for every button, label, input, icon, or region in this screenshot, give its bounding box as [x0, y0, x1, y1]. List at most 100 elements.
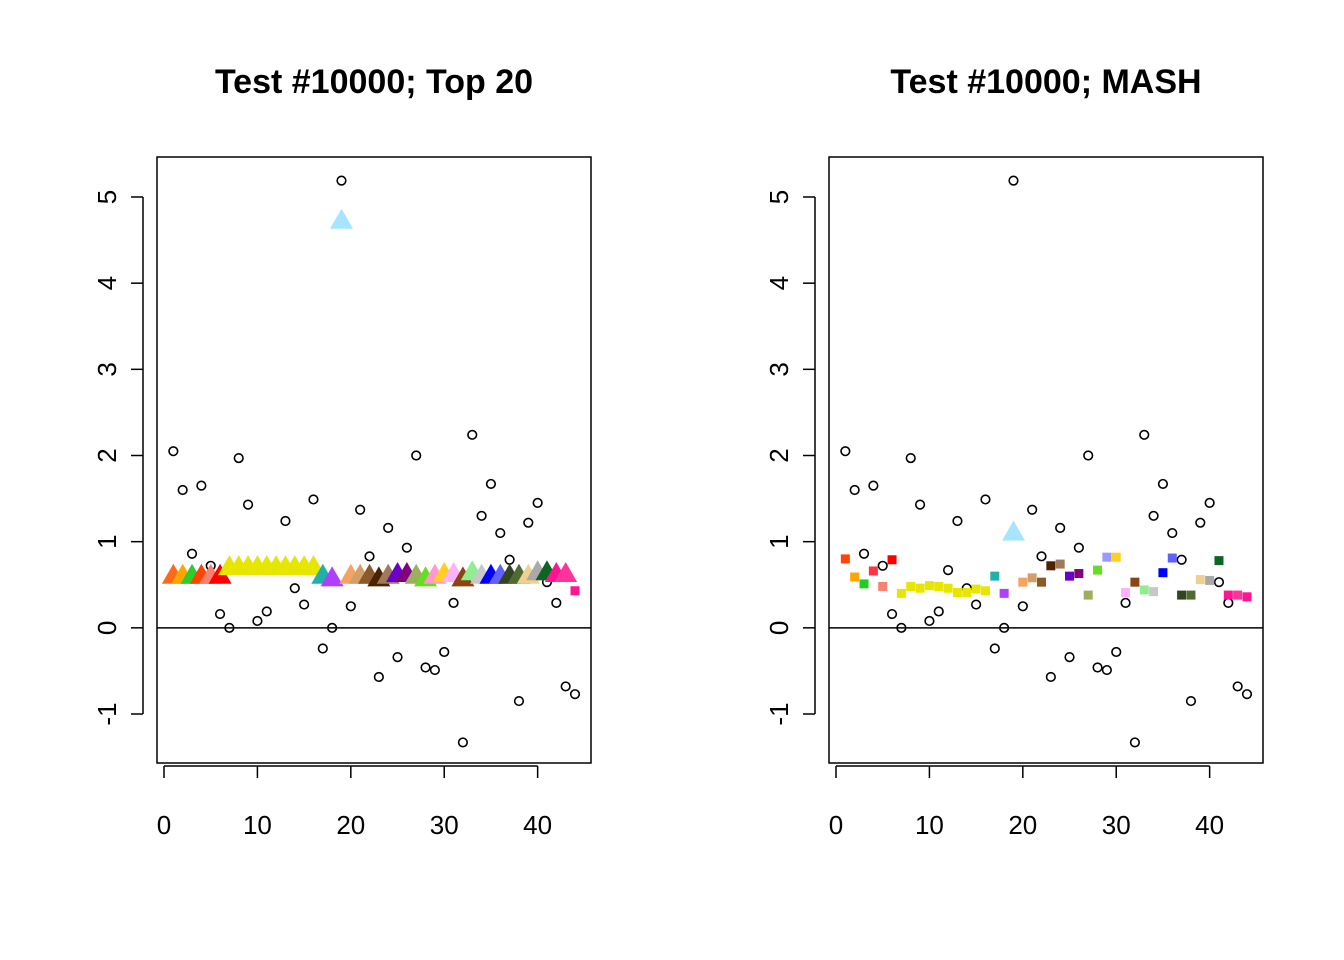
x-tick-label: 40 — [523, 810, 552, 840]
data-point-square — [1121, 588, 1131, 598]
data-point-triangle — [320, 566, 344, 587]
y-tick-label: 2 — [92, 448, 122, 462]
x-tick-label: 10 — [243, 810, 272, 840]
data-point-square — [1186, 590, 1196, 600]
data-point-circle — [177, 484, 188, 496]
data-point-square — [1177, 590, 1187, 600]
data-point-triangle — [1001, 520, 1025, 541]
data-point-circle — [513, 695, 525, 707]
data-point-square — [1205, 575, 1215, 585]
data-point-circle — [952, 515, 963, 527]
y-tick-label: 5 — [92, 190, 122, 204]
data-point-square — [1167, 553, 1177, 563]
data-point-circle — [476, 510, 487, 521]
data-point-circle — [1176, 554, 1187, 565]
data-point-circle — [448, 597, 459, 608]
y-tick-label: 0 — [92, 621, 122, 635]
data-point-circle — [942, 565, 954, 576]
data-point-circle — [196, 480, 207, 491]
data-point-circle — [1073, 542, 1084, 553]
data-point-circle — [1092, 662, 1103, 673]
data-point-circle — [849, 484, 860, 496]
data-point-square — [962, 588, 972, 598]
data-point-circle — [495, 527, 506, 539]
data-point-square — [1195, 575, 1205, 585]
data-point-circle — [1083, 450, 1094, 461]
data-point-circle — [1008, 175, 1019, 186]
data-point-circle — [1111, 646, 1122, 658]
data-point-circle — [1148, 510, 1159, 521]
x-tick-label: 30 — [1102, 810, 1131, 840]
data-point-square — [1242, 592, 1252, 602]
plot-frame — [156, 156, 592, 764]
data-point-square — [943, 583, 953, 593]
data-point-circle — [858, 548, 870, 559]
x-tick-label: 30 — [430, 810, 459, 840]
data-point-circle — [1204, 497, 1215, 508]
data-point-square — [1102, 552, 1112, 562]
data-point-square — [1027, 573, 1037, 583]
data-point-circle — [999, 622, 1010, 633]
data-point-circle — [280, 515, 291, 527]
data-point-circle — [485, 478, 497, 490]
data-point-circle — [336, 175, 347, 186]
y-tick-label: 1 — [92, 534, 122, 548]
data-point-circle — [299, 599, 310, 610]
y-tick-label: 5 — [764, 190, 794, 204]
data-point-circle — [933, 606, 944, 617]
data-point-square — [1139, 585, 1149, 595]
data-point-circle — [168, 446, 179, 457]
data-point-circle — [439, 646, 450, 658]
data-point-square — [1065, 571, 1075, 581]
data-point-square — [934, 581, 944, 591]
data-point-square — [1130, 577, 1140, 587]
data-point-triangle — [329, 208, 353, 229]
y-tick-label: 4 — [92, 276, 122, 290]
data-point-circle — [1157, 478, 1169, 490]
data-point-circle — [1064, 652, 1075, 663]
data-point-circle — [1036, 551, 1047, 562]
axes: -1 0 1 2 3 4 5 0 10 20 30 40 — [764, 190, 1224, 840]
data-point-circle — [224, 622, 235, 633]
data-point-circle — [886, 608, 898, 620]
data-point-square — [878, 581, 888, 591]
data-point-circle — [1129, 737, 1141, 748]
data-marks — [829, 175, 1263, 748]
data-point-square — [906, 581, 916, 591]
data-point-square — [1223, 590, 1233, 600]
data-point-circle — [840, 446, 851, 457]
data-point-circle — [242, 499, 254, 510]
data-point-circle — [420, 662, 431, 673]
y-tick-label: -1 — [764, 702, 794, 725]
data-point-circle — [467, 429, 478, 440]
data-point-square — [859, 579, 869, 589]
data-point-circle — [289, 583, 300, 594]
x-tick-label: 10 — [915, 810, 944, 840]
data-point-circle — [233, 452, 244, 464]
data-point-circle — [1185, 695, 1197, 707]
data-point-square — [952, 588, 962, 598]
data-marks — [157, 175, 591, 748]
data-point-square — [1037, 577, 1046, 587]
x-tick-label: 40 — [1195, 810, 1224, 840]
data-point-circle — [1195, 517, 1206, 528]
data-point-circle — [1232, 681, 1243, 692]
data-point-square — [887, 555, 897, 565]
data-point-circle — [523, 517, 534, 528]
data-point-circle — [551, 597, 562, 608]
data-point-square — [1074, 569, 1084, 579]
data-point-circle — [1167, 527, 1178, 539]
data-point-circle — [345, 601, 356, 612]
panel-title: Test #10000; MASH — [890, 63, 1201, 101]
data-point-circle — [1139, 429, 1150, 440]
data-point-circle — [896, 622, 907, 633]
data-point-square — [1046, 561, 1056, 571]
data-point-circle — [457, 737, 469, 748]
data-point-circle — [364, 551, 375, 562]
y-tick-label: 3 — [92, 362, 122, 376]
data-point-circle — [1055, 522, 1066, 533]
data-point-square — [971, 584, 981, 594]
panel-title: Test #10000; Top 20 — [215, 63, 533, 101]
